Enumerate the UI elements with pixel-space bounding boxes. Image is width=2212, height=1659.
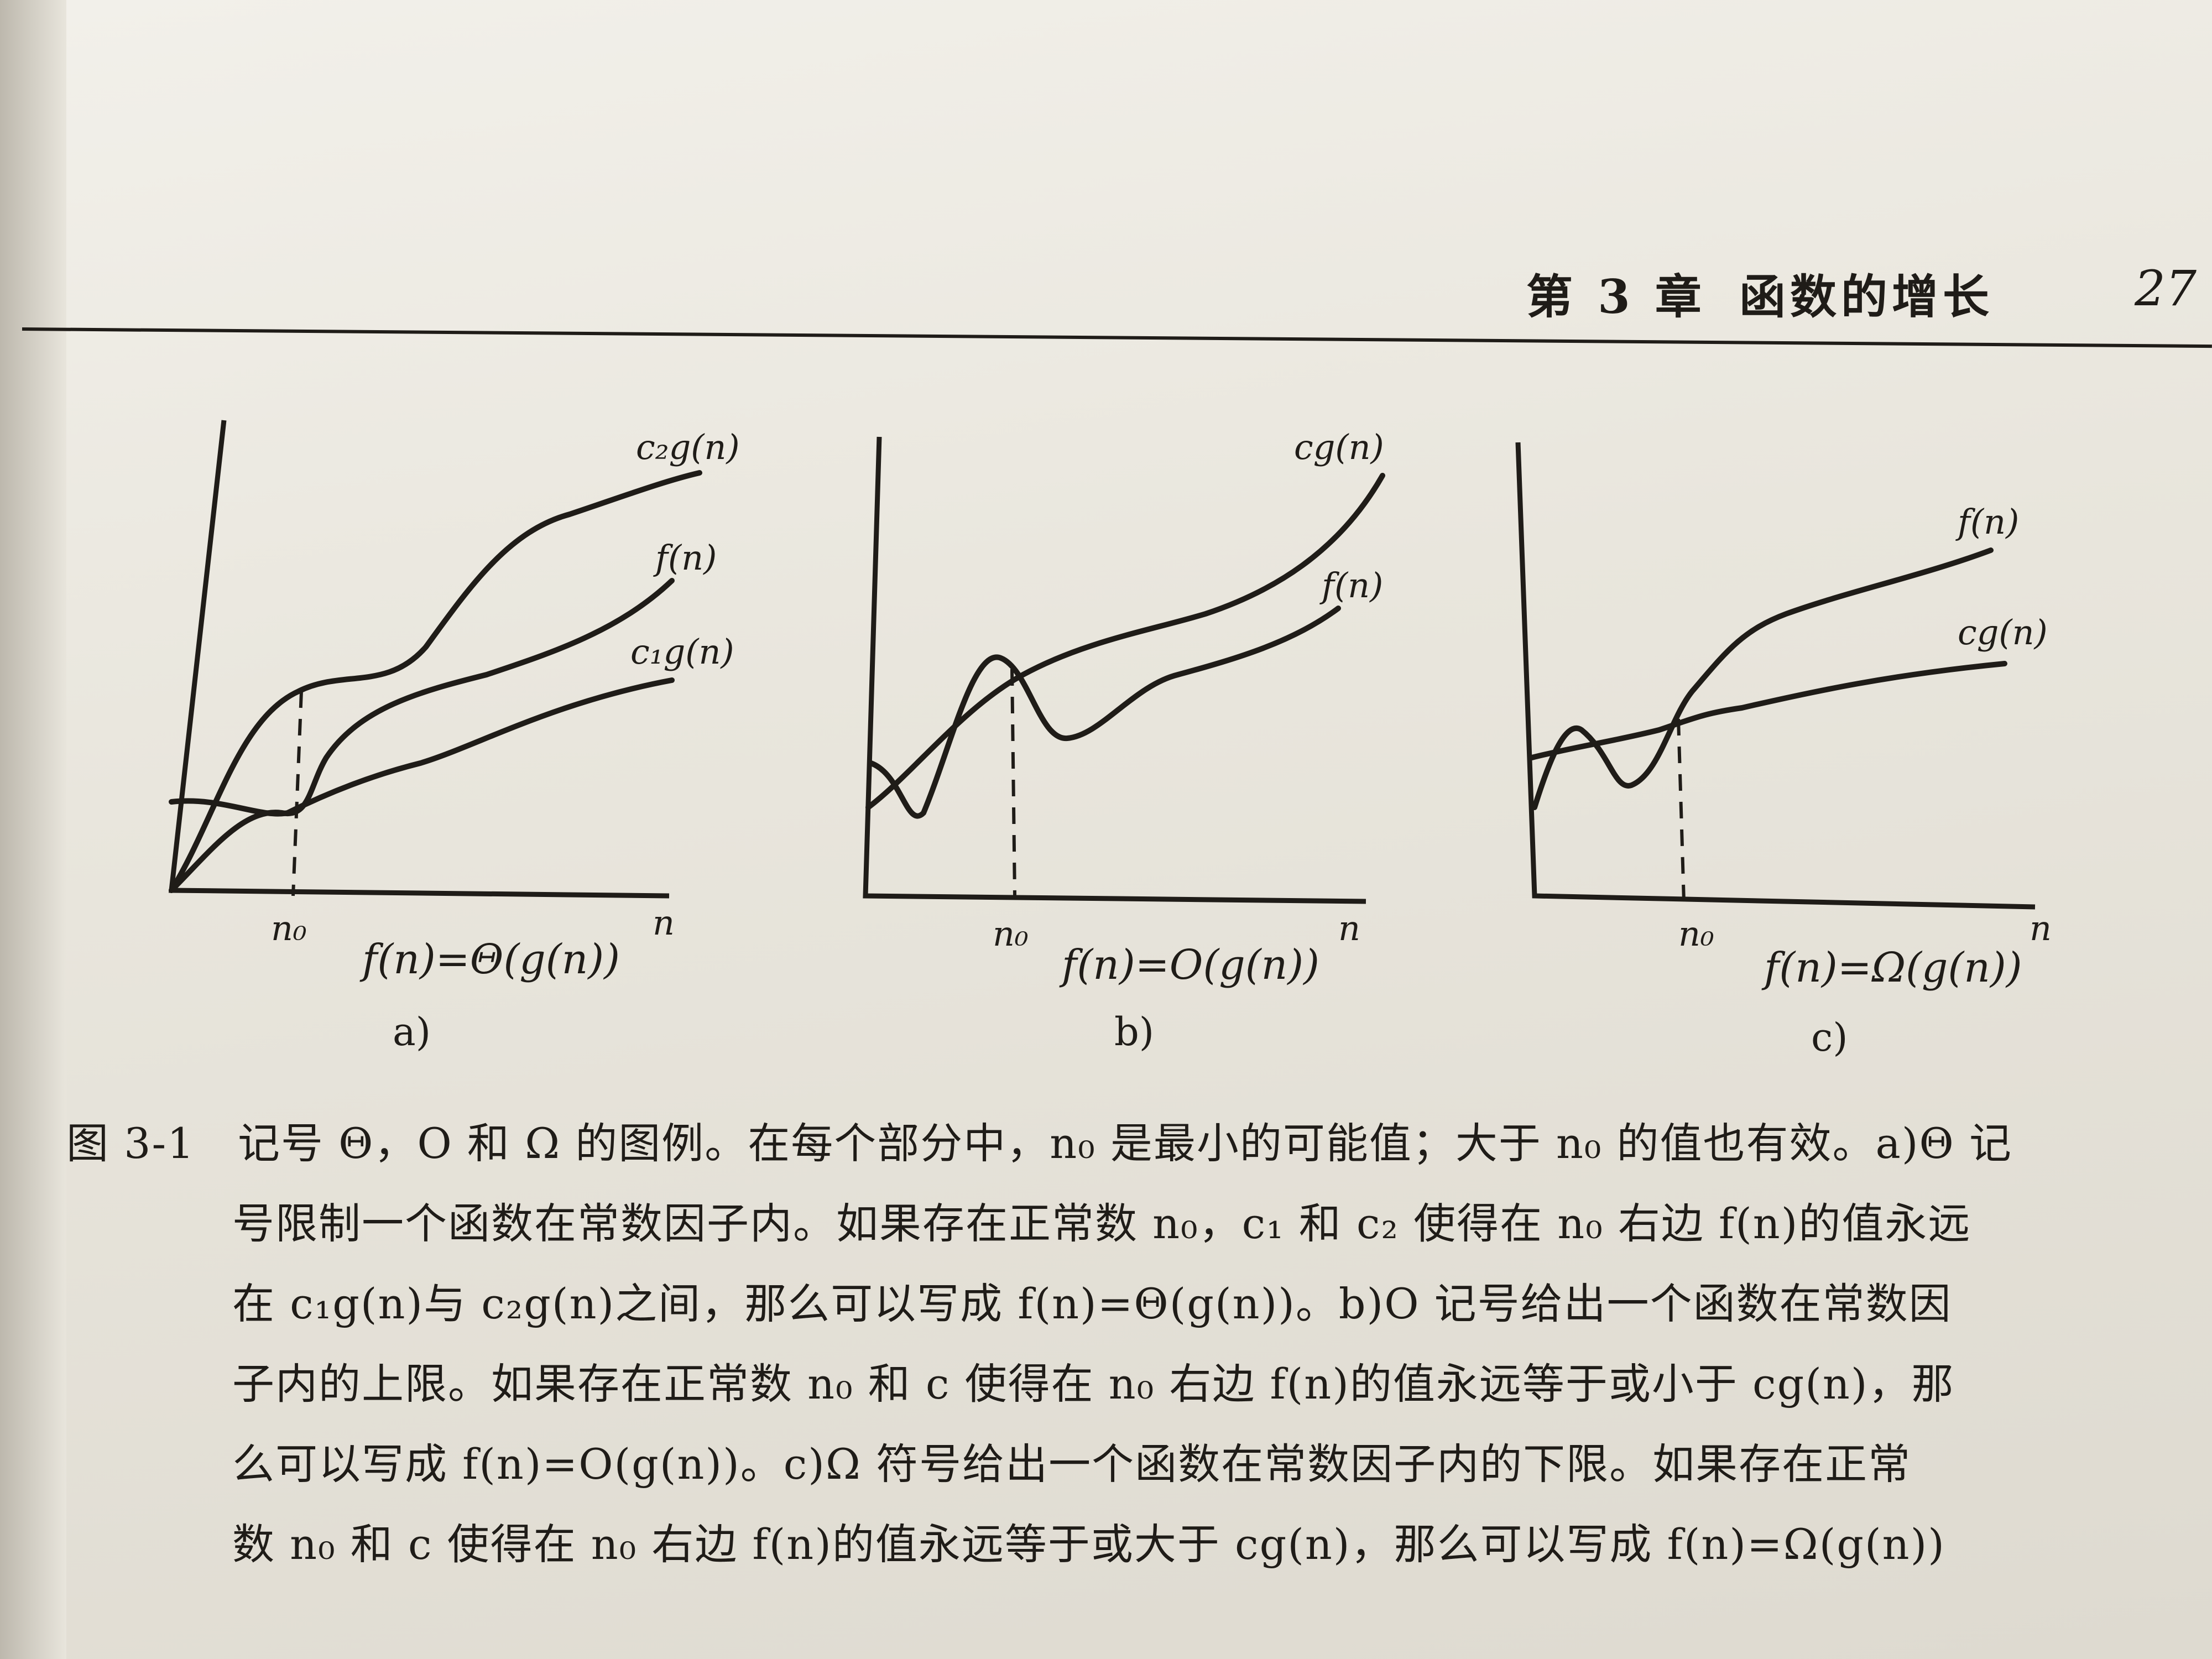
panel-a-axes [168, 420, 670, 899]
panel-a-c1g-label: c₁g(n) [630, 632, 734, 672]
panel-c-label: c) [1811, 1015, 1848, 1060]
caption-text: 在 c₁g(n)与 c₂g(n)之间，那么可以写成 f(n)=Θ(g(n))。b… [232, 1279, 1952, 1328]
panel-a-f-label: f(n) [653, 538, 717, 578]
caption-line: 图 3-1 记号 Θ，O 和 Ω 的图例。在每个部分中，n₀ 是最小的可能值；大于… [61, 1103, 2206, 1183]
panel-c-cg-label: cg(n) [1958, 612, 2048, 653]
panel-b-f-curve [868, 606, 1341, 819]
panel-a-n0-label: n₀ [271, 908, 307, 948]
figure-3-1: c₂g(n) f(n) c₁g(n) n₀ n f(n)=Θ(g(n)) a) … [168, 420, 2052, 1060]
caption-line: 么可以写成 f(n)=O(g(n))。c)Ω 符号给出一个函数在常数因子内的下限… [61, 1424, 2206, 1504]
caption-line: 数 n₀ 和 c 使得在 n₀ 右边 f(n)的值永远等于或大于 cg(n)，那… [61, 1504, 2206, 1584]
caption-line: 号限制一个函数在常数因子内。如果存在正常数 n₀，c₁ 和 c₂ 使得在 n₀ … [61, 1183, 2206, 1264]
caption-text: 么可以写成 f(n)=O(g(n))。c)Ω 符号给出一个函数在常数因子内的下限… [232, 1439, 1912, 1489]
panel-a-c1g-curve [169, 677, 675, 817]
panel-a-c2g-label: c₂g(n) [636, 427, 740, 467]
panel-a-f-curve [169, 578, 675, 893]
figure-caption: 图 3-1 记号 Θ，O 和 Ω 的图例。在每个部分中，n₀ 是最小的可能值；大于… [61, 1103, 2206, 1584]
running-header: 第 3 章函数的增长 [1526, 260, 2027, 327]
panel-a-c2g-curve [169, 470, 702, 893]
panel-b-n-label: n [1338, 908, 1360, 948]
panel-a-n0-marker [291, 691, 303, 896]
panel-b-formula: f(n)=O(g(n)) [1059, 941, 1319, 989]
panel-b-axes [863, 436, 1366, 904]
caption-line: 子内的上限。如果存在正常数 n₀ 和 c 使得在 n₀ 右边 f(n)的值永远等… [61, 1344, 2206, 1424]
panel-c-f-curve [1532, 547, 1994, 810]
panel-a-label: a) [393, 1009, 431, 1055]
panel-c-f-label: f(n) [1955, 502, 2019, 542]
caption-line: 在 c₁g(n)与 c₂g(n)之间，那么可以写成 f(n)=Θ(g(n))。b… [61, 1264, 2206, 1344]
panel-a-n-label: n [653, 902, 675, 943]
panel-c: f(n) cg(n) n₀ n f(n)=Ω(g(n)) c) [1515, 442, 2052, 1060]
panel-b-cg-label: cg(n) [1294, 427, 1384, 467]
panel-c-formula: f(n)=Ω(g(n)) [1761, 944, 2022, 992]
panel-b-cg-curve [865, 473, 1385, 810]
chapter-title: 函数的增长 [1739, 269, 1994, 324]
panel-c-n0-marker [1677, 718, 1686, 902]
panel-b-n0-label: n₀ [993, 914, 1029, 954]
panel-a-formula: f(n)=Θ(g(n)) [359, 936, 620, 983]
panel-b-n0-marker [1010, 669, 1016, 896]
panel-c-n0-label: n₀ [1678, 914, 1714, 954]
panel-c-axes [1515, 442, 2036, 910]
page-gutter-shadow [0, 0, 66, 1659]
figure-number: 图 3-1 [66, 1119, 195, 1168]
page-number: 27 [2135, 260, 2197, 317]
caption-text: 子内的上限。如果存在正常数 n₀ 和 c 使得在 n₀ 右边 f(n)的值永远等… [232, 1359, 1955, 1408]
panel-a: c₂g(n) f(n) c₁g(n) n₀ n f(n)=Θ(g(n)) a) [168, 420, 740, 1055]
panel-b: cg(n) f(n) n₀ n f(n)=O(g(n)) b) [863, 427, 1385, 1055]
caption-text: 记号 Θ，O 和 Ω 的图例。在每个部分中，n₀ 是最小的可能值；大于 n₀ 的… [238, 1119, 2012, 1168]
caption-text: 数 n₀ 和 c 使得在 n₀ 右边 f(n)的值永远等于或大于 cg(n)，那… [232, 1520, 1945, 1569]
panel-c-n-label: n [2030, 908, 2052, 948]
chapter-label: 第 3 章 [1526, 269, 1706, 324]
panel-b-label: b) [1114, 1009, 1154, 1055]
caption-text: 号限制一个函数在常数因子内。如果存在正常数 n₀，c₁ 和 c₂ 使得在 n₀ … [232, 1199, 1971, 1248]
panel-c-cg-curve [1529, 661, 2007, 760]
panel-b-f-label: f(n) [1319, 565, 1383, 606]
